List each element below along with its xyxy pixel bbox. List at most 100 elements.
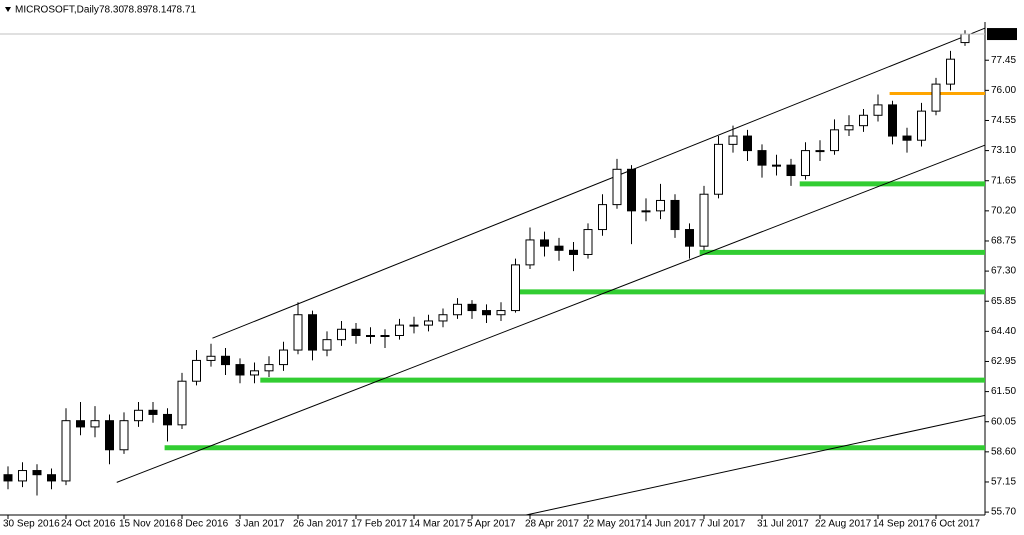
y-tick-label: 65.85 (991, 296, 1016, 307)
x-tick-label: 31 Jul 2017 (757, 519, 809, 530)
candle-body (612, 168, 622, 206)
ohlc-low: 78.14 (147, 5, 172, 16)
candle-body (395, 324, 404, 337)
candle-body (583, 229, 593, 255)
candle-body (917, 110, 926, 141)
candle-body (337, 328, 346, 341)
candle-body (192, 359, 201, 382)
menu-arrow (5, 7, 11, 12)
trend-line (212, 27, 985, 339)
ohlc-open: 78.30 (99, 5, 124, 16)
candle-body (931, 83, 941, 112)
candle-body (148, 409, 158, 415)
x-tick-label: 8 Dec 2016 (177, 519, 229, 530)
y-tick-label: 55.70 (991, 507, 1016, 518)
plot-area (0, 27, 985, 515)
candle-body (119, 420, 129, 451)
y-tick-label: 61.50 (991, 386, 1016, 397)
candle-body (61, 420, 71, 482)
candle-body (699, 193, 709, 247)
candle-body (177, 380, 187, 426)
x-tick-label: 17 Feb 2017 (351, 519, 408, 530)
candle-body (714, 143, 723, 195)
candle-body (366, 335, 375, 338)
y-tick-label: 76.00 (991, 85, 1016, 96)
candle-body (888, 104, 897, 137)
x-tick-label: 6 Oct 2017 (931, 519, 980, 530)
y-tick-label: 60.05 (991, 416, 1016, 427)
candle-body (786, 164, 796, 177)
price-tag-label: 78.71 (990, 29, 1015, 40)
candle-body (293, 314, 303, 351)
ohlc-close: 78.71 (171, 5, 196, 16)
candle-body (598, 204, 607, 231)
candle-body (206, 355, 216, 361)
y-tick-label: 70.20 (991, 205, 1016, 216)
x-tick-label: 14 Jun 2017 (641, 519, 696, 530)
x-tick-label: 22 May 2017 (583, 519, 641, 530)
candle-body (467, 303, 477, 312)
candle-body (656, 199, 665, 212)
candle-body (728, 135, 738, 145)
y-tick-label: 68.75 (991, 236, 1016, 247)
y-tick-label: 67.30 (991, 266, 1016, 277)
x-tick-label: 24 Oct 2016 (61, 519, 116, 530)
y-tick-label: 74.55 (991, 115, 1016, 126)
y-tick-label: 77.45 (991, 55, 1016, 66)
x-tick-label: 14 Mar 2017 (409, 519, 466, 530)
candle-body (873, 104, 883, 116)
candle-body (946, 58, 955, 85)
ohlc-high: 78.89 (123, 5, 148, 16)
candle-body (453, 303, 462, 316)
candle-body (569, 249, 578, 255)
candle-body (351, 328, 361, 337)
candle-body (815, 150, 825, 153)
candle-body (902, 135, 912, 141)
candle-body (105, 420, 114, 451)
candle-body (221, 355, 230, 366)
candle-body (801, 150, 810, 177)
candle-body (424, 320, 433, 326)
x-tick-label: 14 Sep 2017 (873, 519, 930, 530)
candle-body (960, 33, 970, 44)
x-tick-label: 28 Apr 2017 (525, 519, 579, 530)
candle-body (279, 349, 288, 366)
candle-body (264, 364, 274, 372)
trend-line (523, 414, 985, 515)
candle-body (743, 135, 752, 152)
x-tick-label: 3 Jan 2017 (235, 519, 285, 530)
candle-body (844, 125, 854, 131)
x-tick-label: 5 Apr 2017 (467, 519, 516, 530)
candle-body (134, 409, 143, 422)
y-tick-label: 71.65 (991, 175, 1016, 186)
candle-body (627, 168, 636, 212)
candle-body (859, 114, 868, 127)
candle-body (670, 199, 680, 231)
x-tick-label: 15 Nov 2016 (119, 519, 176, 530)
x-tick-label: 26 Jan 2017 (293, 519, 348, 530)
candle-body (685, 229, 694, 247)
x-tick-label: 7 Jul 2017 (699, 519, 746, 530)
candle-body (482, 310, 491, 316)
x-tick-label: 30 Sep 2016 (3, 519, 60, 530)
candle-body (322, 339, 332, 351)
y-tick-label: 73.10 (991, 145, 1016, 156)
x-tick-label: 22 Aug 2017 (815, 519, 872, 530)
candle-body (496, 310, 506, 316)
candle-body (235, 364, 245, 376)
symbol-title: MICROSOFT,Daily (15, 5, 99, 16)
candle-body (438, 314, 448, 322)
y-tick-label: 64.40 (991, 326, 1016, 337)
candle-body (772, 164, 781, 167)
candle-body (757, 150, 767, 166)
candle-body (525, 239, 535, 266)
y-tick-label: 58.60 (991, 446, 1016, 457)
candle-body (18, 470, 27, 482)
y-tick-label: 62.95 (991, 356, 1016, 367)
candle-body (830, 129, 839, 152)
candle-body (511, 264, 520, 312)
candle-body (308, 314, 317, 351)
trend-line (116, 144, 985, 483)
candle-body (163, 413, 172, 426)
